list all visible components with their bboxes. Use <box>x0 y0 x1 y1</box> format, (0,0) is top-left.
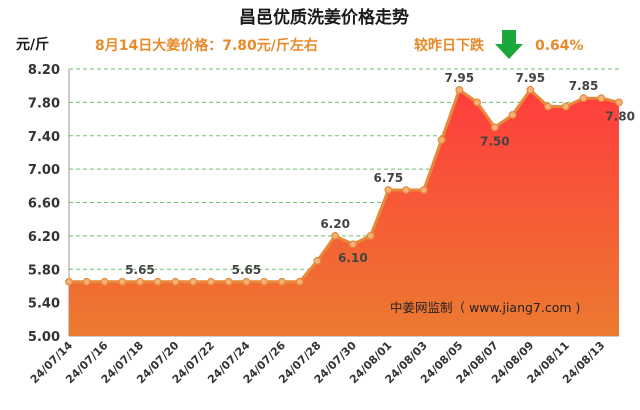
area-fill <box>69 89 619 337</box>
change-label: 较昨日下跌 <box>414 37 485 54</box>
data-point <box>579 94 588 103</box>
data-point <box>597 94 606 103</box>
data-point <box>437 136 446 144</box>
y-tick-label: 6.20 <box>28 230 60 245</box>
data-label: 6.20 <box>320 217 350 231</box>
data-point <box>278 277 286 286</box>
data-markers <box>65 85 623 286</box>
data-label: 7.95 <box>445 71 475 85</box>
data-label: 7.80 <box>605 109 635 123</box>
data-point <box>207 277 215 286</box>
data-point <box>118 277 127 286</box>
y-tick-label: 7.00 <box>28 163 60 178</box>
y-tick-label: 5.00 <box>28 330 60 345</box>
data-point <box>455 85 464 94</box>
data-point <box>242 277 251 286</box>
y-axis-ticks: 5.00 5.40 5.80 6.20 6.60 7.00 7.40 7.80 8.20 <box>28 63 60 345</box>
data-point <box>384 186 393 194</box>
source-note: 中姜网监制（ www.jiang7.com ) <box>390 300 580 315</box>
data-point <box>295 277 304 286</box>
y-tick-label: 7.80 <box>28 96 60 111</box>
data-point <box>561 102 570 111</box>
data-point <box>615 98 623 107</box>
data-point <box>348 240 357 249</box>
change-value: 0.64% <box>535 38 584 54</box>
data-point <box>402 186 410 194</box>
data-point <box>224 277 233 286</box>
data-point <box>331 231 340 240</box>
data-point <box>366 231 375 240</box>
data-label: 6.10 <box>338 251 368 265</box>
data-point <box>171 277 180 286</box>
y-tick-label: 6.60 <box>28 197 60 212</box>
data-label: 7.50 <box>480 134 510 148</box>
data-label: 6.75 <box>374 171 404 185</box>
y-tick-label: 5.80 <box>28 263 60 278</box>
data-labels: 5.65 5.65 6.20 6.10 6.75 7.95 7.50 7.95 7.85 7.80 <box>125 71 635 277</box>
data-point <box>526 85 535 94</box>
data-label: 5.65 <box>125 263 155 277</box>
down-arrow-icon <box>495 30 523 59</box>
data-point <box>100 277 109 286</box>
data-label: 7.95 <box>515 71 545 85</box>
x-axis-ticks: 24/07/1424/07/1624/07/1824/07/2024/07/22… <box>28 339 608 387</box>
y-tick-label: 8.20 <box>28 63 60 78</box>
data-point <box>260 277 269 286</box>
price-today-annotation: 8月14日大姜价格：7.80元/斤左右 <box>95 37 318 54</box>
data-point <box>136 277 144 286</box>
data-point <box>153 277 162 286</box>
data-point <box>65 277 73 286</box>
data-label: 5.65 <box>232 263 262 277</box>
data-point <box>490 123 499 132</box>
data-point <box>544 102 552 111</box>
y-tick-label: 5.40 <box>28 297 60 312</box>
data-point <box>82 277 91 286</box>
data-label: 7.85 <box>569 79 599 93</box>
chart-title: 昌邑优质洗姜价格走势 <box>239 7 409 28</box>
y-tick-label: 7.40 <box>28 130 60 145</box>
data-point <box>189 277 198 286</box>
y-axis-unit: 元/斤 <box>16 36 49 53</box>
data-point <box>313 257 322 265</box>
data-point <box>473 98 481 107</box>
data-point <box>508 110 517 119</box>
data-point <box>419 186 428 194</box>
